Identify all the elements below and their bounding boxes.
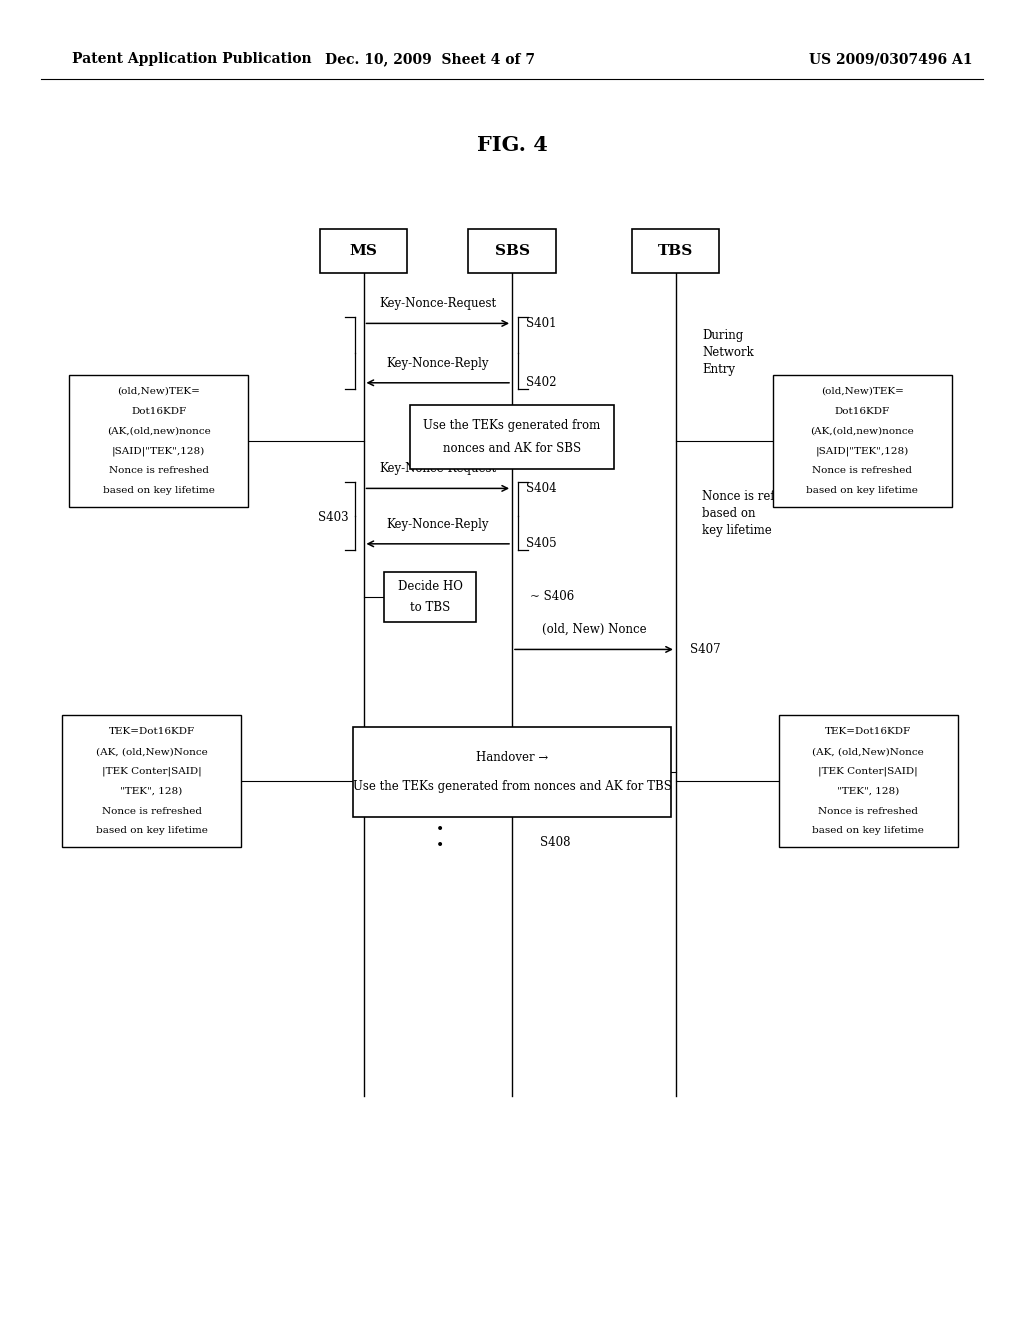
Text: S404: S404 <box>526 482 557 495</box>
Text: S402: S402 <box>526 376 557 389</box>
FancyBboxPatch shape <box>384 572 476 622</box>
Text: (AK, (old,New)Nonce: (AK, (old,New)Nonce <box>95 747 208 756</box>
Text: |TEK Conter|SAID|: |TEK Conter|SAID| <box>818 767 919 776</box>
FancyBboxPatch shape <box>319 228 408 272</box>
Text: based on key lifetime: based on key lifetime <box>812 826 925 836</box>
FancyBboxPatch shape <box>70 375 248 507</box>
Text: S405: S405 <box>526 537 557 550</box>
Text: MS: MS <box>349 244 378 257</box>
Text: |TEK Conter|SAID|: |TEK Conter|SAID| <box>101 767 202 776</box>
Text: based on key lifetime: based on key lifetime <box>806 486 919 495</box>
Text: nonces and AK for SBS: nonces and AK for SBS <box>443 442 581 455</box>
Text: ~ S406: ~ S406 <box>530 590 574 603</box>
Text: TBS: TBS <box>658 244 693 257</box>
Text: Use the TEKs generated from: Use the TEKs generated from <box>423 418 601 432</box>
Text: US 2009/0307496 A1: US 2009/0307496 A1 <box>809 53 973 66</box>
Text: Key-Nonce-Reply: Key-Nonce-Reply <box>386 517 489 531</box>
Text: (old,New)TEK=: (old,New)TEK= <box>821 387 903 396</box>
Text: SBS: SBS <box>495 244 529 257</box>
Text: (AK,(old,new)nonce: (AK,(old,new)nonce <box>106 426 211 436</box>
Text: based on key lifetime: based on key lifetime <box>95 826 208 836</box>
FancyBboxPatch shape <box>633 228 719 272</box>
Text: (AK, (old,New)Nonce: (AK, (old,New)Nonce <box>812 747 925 756</box>
Text: Dot16KDF: Dot16KDF <box>835 407 890 416</box>
FancyBboxPatch shape <box>778 715 958 847</box>
FancyBboxPatch shape <box>469 228 555 272</box>
Text: Key-Nonce-Request: Key-Nonce-Request <box>379 462 497 475</box>
FancyBboxPatch shape <box>772 375 952 507</box>
Text: Nonce is refreshed: Nonce is refreshed <box>818 807 919 816</box>
Text: TEK=Dot16KDF: TEK=Dot16KDF <box>825 727 911 737</box>
Text: Patent Application Publication: Patent Application Publication <box>72 53 311 66</box>
Text: Key-Nonce-Request: Key-Nonce-Request <box>379 297 497 310</box>
Text: Use the TEKs generated from nonces and AK for TBS: Use the TEKs generated from nonces and A… <box>352 780 672 793</box>
Text: (old,New)TEK=: (old,New)TEK= <box>118 387 200 396</box>
Text: Nonce is refreshed: Nonce is refreshed <box>101 807 202 816</box>
Text: S408: S408 <box>540 836 570 849</box>
Text: Nonce is refreshed: Nonce is refreshed <box>109 466 209 475</box>
Text: •: • <box>436 824 444 837</box>
Text: (AK,(old,new)nonce: (AK,(old,new)nonce <box>810 426 914 436</box>
FancyBboxPatch shape <box>410 405 614 469</box>
FancyBboxPatch shape <box>353 727 671 817</box>
Text: to TBS: to TBS <box>410 601 451 614</box>
Text: S407: S407 <box>690 643 721 656</box>
Text: S401: S401 <box>526 317 557 330</box>
Text: Dot16KDF: Dot16KDF <box>131 407 186 416</box>
Text: Nonce is refreshed
based on
key lifetime: Nonce is refreshed based on key lifetime <box>702 490 816 537</box>
Text: S403: S403 <box>317 511 348 524</box>
Text: During
Network
Entry: During Network Entry <box>702 329 755 376</box>
Text: Nonce is refreshed: Nonce is refreshed <box>812 466 912 475</box>
Text: FIG. 4: FIG. 4 <box>476 135 548 156</box>
Text: "TEK", 128): "TEK", 128) <box>121 787 182 796</box>
Text: Handover →: Handover → <box>476 751 548 764</box>
Text: TEK=Dot16KDF: TEK=Dot16KDF <box>109 727 195 737</box>
Text: Decide HO: Decide HO <box>397 579 463 593</box>
Text: |SAID|"TEK",128): |SAID|"TEK",128) <box>815 446 909 455</box>
Text: Dec. 10, 2009  Sheet 4 of 7: Dec. 10, 2009 Sheet 4 of 7 <box>325 53 536 66</box>
Text: |SAID|"TEK",128): |SAID|"TEK",128) <box>112 446 206 455</box>
Text: (old, New) Nonce: (old, New) Nonce <box>542 623 646 636</box>
FancyBboxPatch shape <box>61 715 242 847</box>
Text: Key-Nonce-Reply: Key-Nonce-Reply <box>386 356 489 370</box>
Text: •: • <box>436 808 444 821</box>
Text: •: • <box>436 840 444 853</box>
Text: "TEK", 128): "TEK", 128) <box>838 787 899 796</box>
Text: based on key lifetime: based on key lifetime <box>102 486 215 495</box>
